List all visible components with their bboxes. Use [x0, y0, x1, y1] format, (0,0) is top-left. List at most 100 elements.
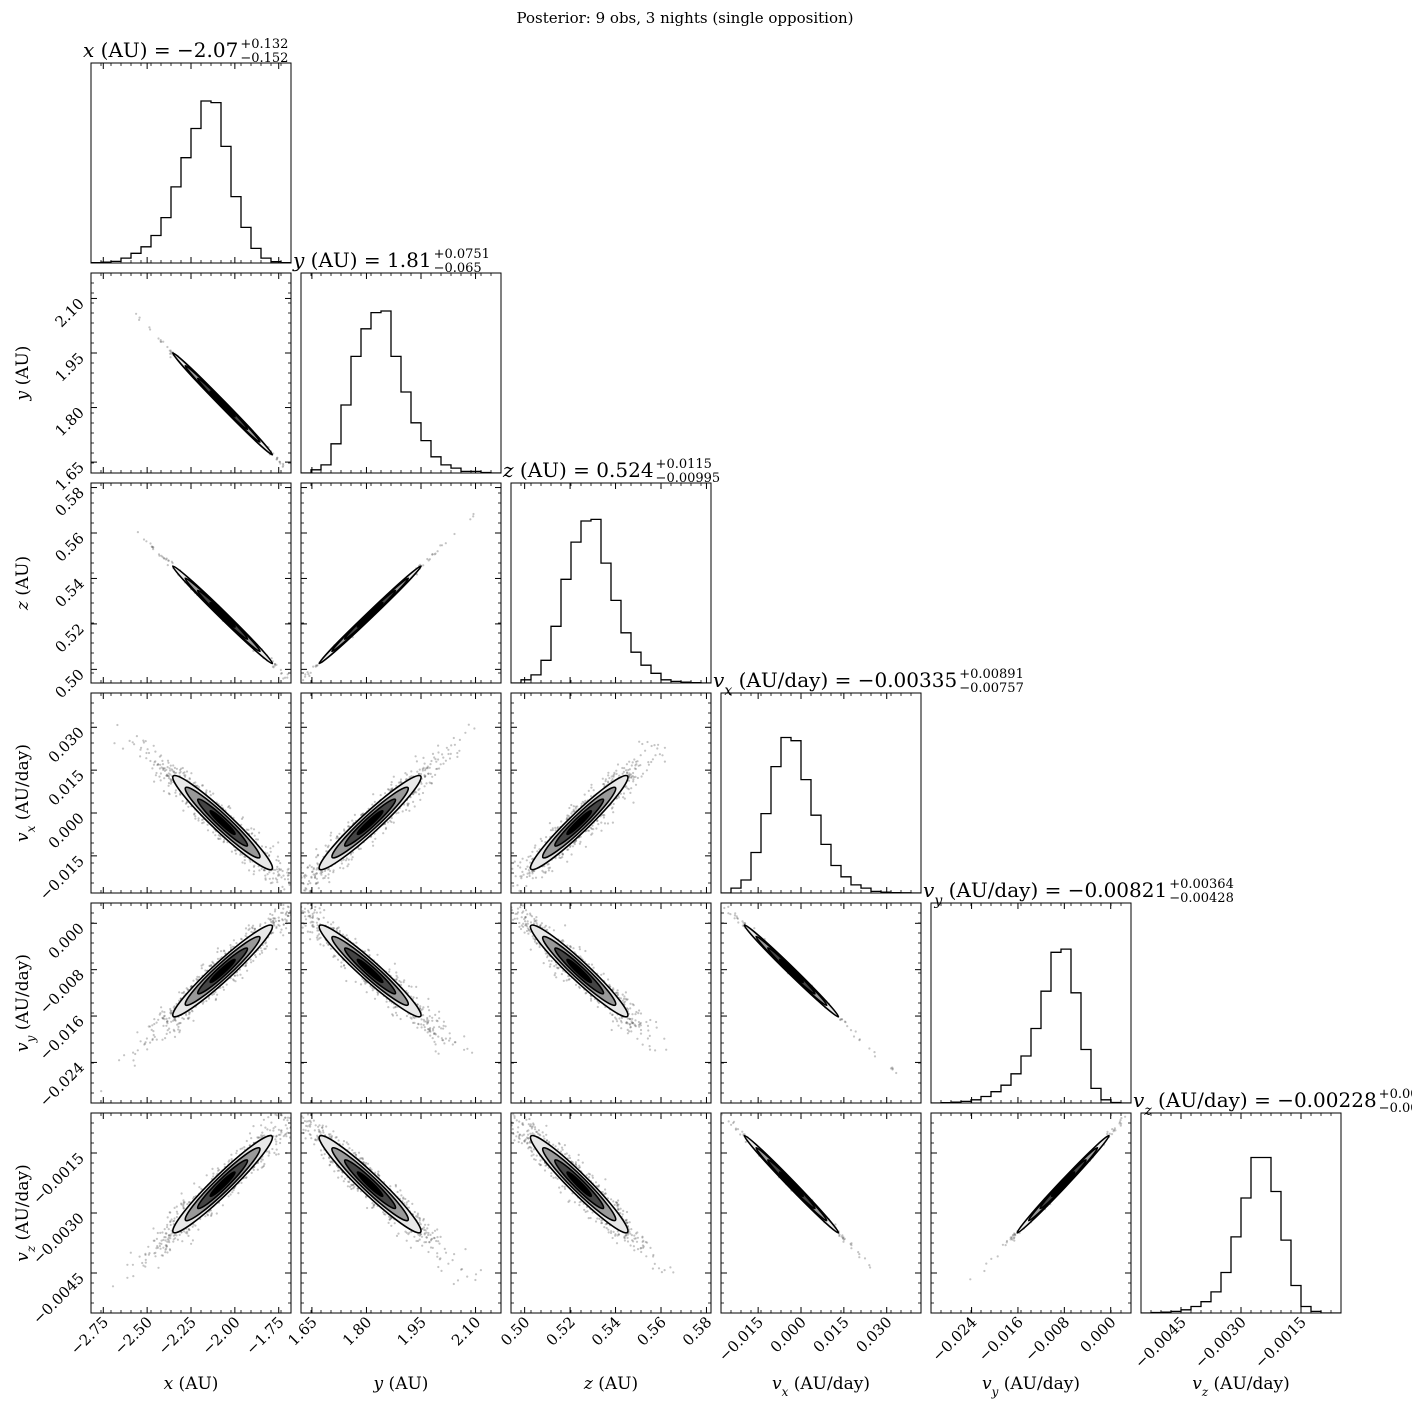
sample-point [639, 764, 642, 767]
sample-point [158, 775, 161, 778]
sample-point [574, 805, 577, 808]
sample-point [276, 870, 279, 873]
sample-point [152, 1030, 155, 1033]
sample-point [351, 819, 354, 822]
param-plus: +0.0751 [434, 247, 490, 262]
sample-point [436, 550, 439, 553]
sample-point [170, 350, 173, 354]
sample-point [568, 806, 571, 810]
sample-point [328, 869, 332, 873]
sample-point [169, 780, 172, 783]
sample-point [663, 760, 667, 763]
sample-point [340, 862, 343, 865]
scatter-panel-y-z [297, 482, 502, 687]
sample-point [617, 796, 621, 799]
sample-point [147, 751, 151, 755]
sample-point [399, 778, 403, 781]
sample-point [305, 895, 307, 897]
sample-point [653, 744, 656, 747]
sample-point [635, 760, 638, 763]
sample-point [479, 898, 481, 900]
sample-point [234, 852, 238, 855]
sample-point [434, 773, 437, 777]
sample-point [315, 848, 318, 851]
sample-point [167, 775, 171, 778]
sample-point [425, 766, 429, 769]
sample-point [153, 761, 156, 764]
density [136, 531, 289, 680]
hist-panel-x: x (AU) = −2.07 +0.132−0.152 [83, 37, 292, 264]
sample-point [646, 740, 649, 744]
sample-point [307, 673, 310, 676]
sample-point [303, 889, 306, 892]
sample-point [631, 761, 634, 764]
y-tick-label: 0.015 [45, 766, 88, 809]
sample-point [647, 763, 651, 766]
sample-point [163, 1014, 166, 1017]
sample-point [278, 924, 281, 927]
sample-point [162, 768, 165, 772]
sample-point [86, 263, 88, 265]
sample-point [169, 349, 172, 352]
sample-point [315, 877, 318, 880]
sample-point [536, 850, 539, 853]
sample-point [298, 894, 300, 896]
sample-point [558, 854, 561, 857]
sample-point [336, 835, 339, 838]
sample-point [286, 905, 289, 908]
sample-point [121, 747, 125, 750]
sample-point [306, 883, 310, 886]
sample-point [263, 869, 266, 872]
sample-point [427, 772, 430, 775]
sample-point [384, 826, 388, 830]
sample-point [315, 882, 319, 885]
sample-point [278, 460, 281, 463]
sample-point [312, 867, 315, 870]
sample-point [278, 919, 281, 922]
sample-point [258, 869, 261, 872]
sample-point [641, 772, 645, 775]
sample-point [308, 890, 311, 893]
sample-point [322, 877, 325, 880]
sample-point [315, 868, 318, 871]
sample-point [438, 767, 441, 770]
sample-point [602, 816, 606, 819]
sample-point [527, 855, 530, 859]
sample-point [162, 767, 165, 770]
sample-point [197, 817, 200, 820]
sample-point [169, 764, 172, 767]
sample-point [513, 860, 516, 863]
sample-point [277, 916, 280, 919]
sample-point [327, 844, 330, 847]
sample-point [415, 760, 418, 763]
sample-point [222, 949, 226, 952]
sample-point [297, 685, 299, 687]
sample-point [397, 781, 401, 784]
sample-point [656, 747, 659, 750]
sample-point [399, 781, 402, 784]
sample-point [336, 835, 339, 838]
sample-point [228, 805, 231, 808]
sample-point [315, 856, 318, 859]
sample-point [184, 802, 187, 805]
sample-point [545, 836, 548, 839]
sample-point [202, 963, 205, 966]
sample-point [395, 812, 398, 815]
sample-point [194, 817, 197, 820]
sample-point [424, 767, 427, 770]
sample-point [442, 762, 445, 765]
sample-point [286, 673, 289, 676]
sample-point [273, 868, 277, 872]
sample-point [427, 559, 430, 562]
sample-point [275, 458, 279, 461]
sample-point [434, 758, 437, 761]
sample-point [308, 900, 310, 902]
sample-point [389, 788, 392, 791]
sample-point [150, 545, 153, 548]
sample-point [186, 988, 189, 991]
sample-point [284, 676, 287, 679]
sample-point [625, 763, 629, 766]
sample-point [506, 888, 508, 890]
sample-point [313, 876, 317, 879]
sample-point [361, 812, 364, 815]
